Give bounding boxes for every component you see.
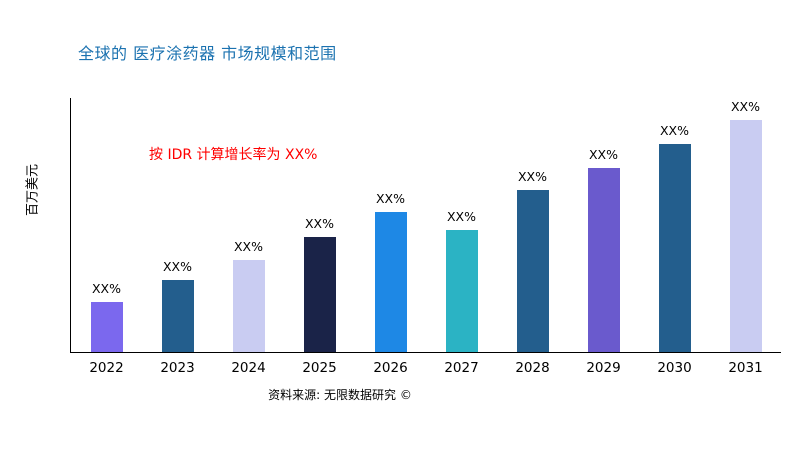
growth-annotation: 按 IDR 计算增长率为 XX% [149,147,318,163]
x-tick-2031: 2031 [728,360,763,376]
bar-2028 [516,190,549,352]
bar-column-2028: XX% [497,98,568,352]
x-tick-2030: 2030 [657,360,692,376]
x-tick-2025: 2025 [302,360,337,376]
x-tick-2024: 2024 [231,360,266,376]
bar-column-2023: XX% [142,98,213,352]
bar-value-label-2031: XX% [730,99,760,114]
bar-value-label-2026: XX% [375,191,405,206]
bar-column-2030: XX% [639,98,710,352]
x-tick-2026: 2026 [373,360,408,376]
plot-area: 百万美元 按 IDR 计算增长率为 XX% XX% XX% XX% XX% XX% XX%… [26,98,781,376]
bar-2024 [232,260,265,352]
bar-2030 [658,144,691,352]
x-tick-2028: 2028 [515,360,550,376]
x-tick-2023: 2023 [160,360,195,376]
bar-value-label-2024: XX% [233,239,263,254]
bar-column-2031: XX% [710,98,781,352]
bars-container: XX% XX% XX% XX% XX% XX% XX% XX% XX% XX% [71,98,781,352]
bar-value-label-2022: XX% [91,281,121,296]
x-tick-2022: 2022 [89,360,124,376]
bar-column-2022: XX% [71,98,142,352]
bar-2026 [374,212,407,352]
bar-2022 [90,302,123,352]
bar-value-label-2028: XX% [517,169,547,184]
bar-column-2024: XX% [213,98,284,352]
x-axis-ticks: 2022 2023 2024 2025 2026 2027 2028 2029 2030 2031 [71,360,781,376]
bar-2029 [587,168,620,352]
bar-2023 [161,280,194,352]
bar-value-label-2030: XX% [659,123,689,138]
x-tick-2029: 2029 [586,360,621,376]
chart-title: 全球的 医疗涂药器 市场规模和范围 [78,44,337,63]
bar-column-2029: XX% [568,98,639,352]
bar-column-2026: XX% [355,98,426,352]
bar-2025 [303,237,336,352]
bar-value-label-2029: XX% [588,147,618,162]
bar-value-label-2023: XX% [162,259,192,274]
bar-value-label-2027: XX% [446,209,476,224]
bar-2031 [729,120,762,352]
bar-column-2025: XX% [284,98,355,352]
y-axis-label: 百万美元 [25,163,41,217]
bar-column-2027: XX% [426,98,497,352]
bar-2027 [445,230,478,352]
x-tick-2027: 2027 [444,360,479,376]
bar-value-label-2025: XX% [304,216,334,231]
source-caption: 资料来源: 无限数据研究 © [268,388,412,402]
